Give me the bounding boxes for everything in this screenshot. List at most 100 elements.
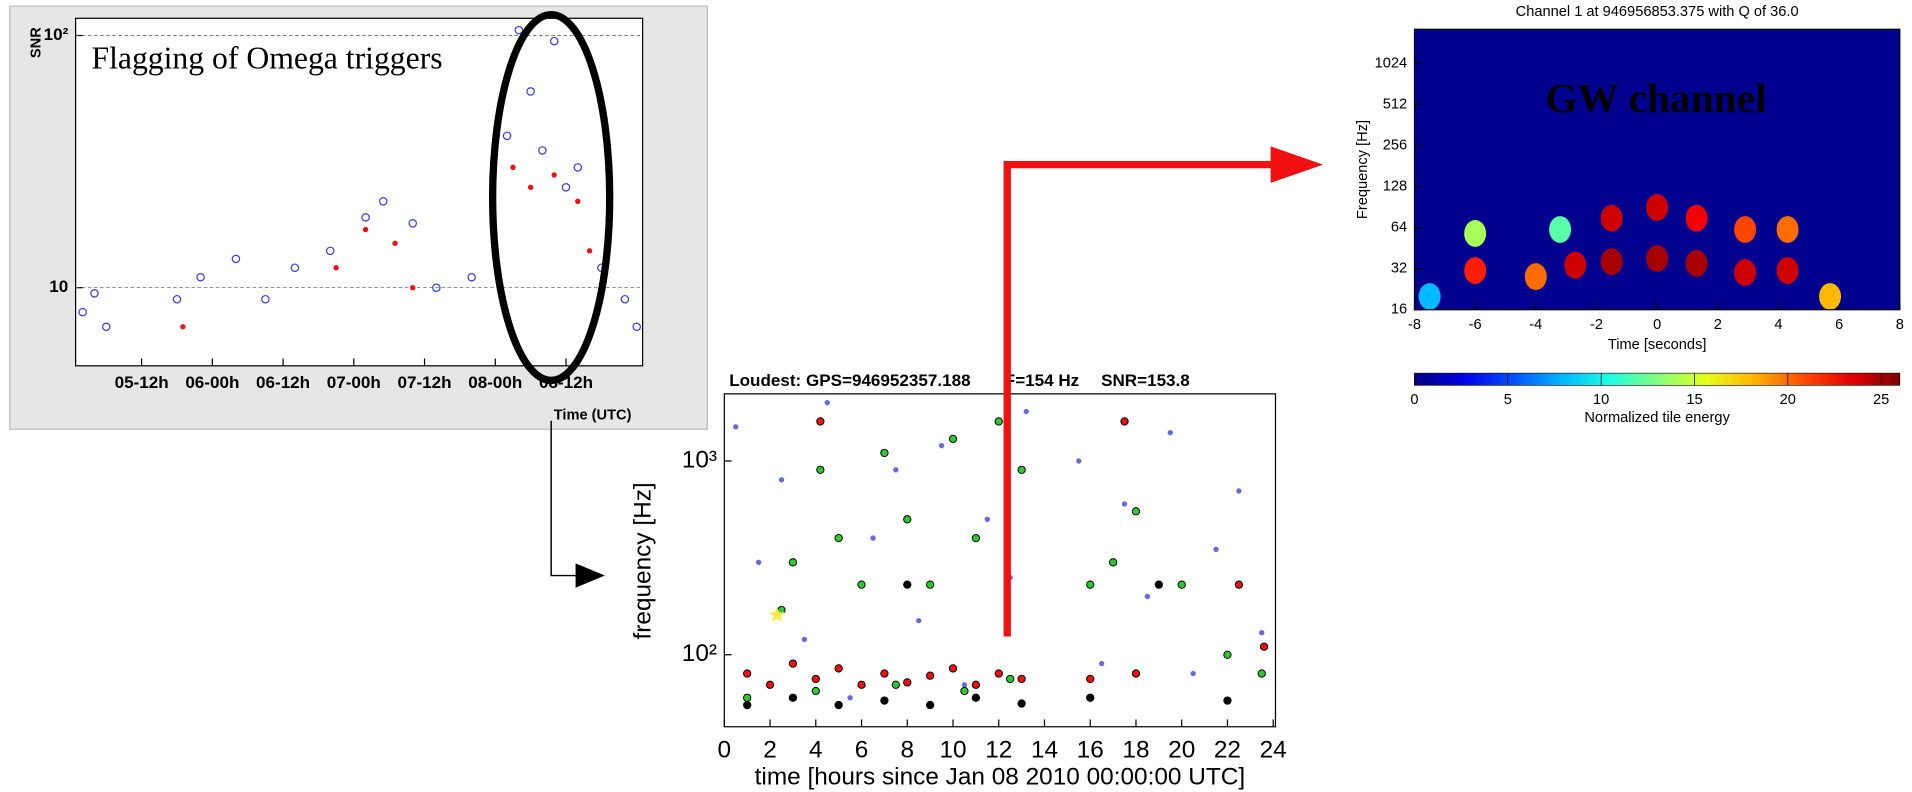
point [101, 322, 111, 332]
y-tick-label: 16 [1391, 302, 1407, 318]
colorbar-tick-label: 5 [1504, 392, 1512, 408]
x-tick-label: 12 [985, 737, 1012, 764]
tile [1685, 204, 1708, 232]
arrow-line [1003, 160, 1281, 637]
x-tick-label: 0 [718, 737, 732, 764]
tile [1819, 283, 1842, 310]
chart-title: Loudest: GPS=946952357.188 [729, 371, 970, 390]
point [743, 693, 752, 702]
point [1017, 674, 1026, 684]
tile [1776, 257, 1799, 284]
y-tick-label: 1024 [1375, 55, 1408, 71]
x-tick-label: 16 [1077, 737, 1104, 764]
point [527, 184, 534, 191]
point [549, 36, 559, 46]
point [573, 163, 583, 172]
x-tick-label: 22 [1214, 737, 1241, 764]
point [925, 671, 935, 680]
point [1154, 580, 1163, 589]
point [788, 558, 798, 567]
point [755, 559, 762, 565]
x-tick-label: 2 [763, 737, 777, 764]
x-tick-label: 6 [1835, 317, 1843, 333]
y-axis-label: Frequency [Hz] [1355, 120, 1371, 219]
y-tick-label: 10² [682, 640, 717, 667]
point [290, 263, 300, 272]
point [1177, 580, 1186, 589]
point [620, 294, 630, 304]
arrow-head [575, 563, 605, 588]
point [903, 515, 912, 524]
point [834, 700, 843, 710]
point [847, 695, 853, 701]
point [1234, 580, 1244, 589]
point [1236, 488, 1242, 494]
point [1006, 674, 1015, 684]
tile [1734, 216, 1757, 243]
x-tick-label: -8 [1408, 317, 1421, 333]
point [816, 465, 825, 474]
x-tick-label: 14 [1031, 737, 1058, 764]
point [768, 606, 786, 623]
point [811, 674, 820, 684]
x-tick-label: 07-12h [398, 373, 452, 392]
point [196, 272, 205, 282]
point [880, 696, 889, 705]
point [801, 636, 808, 643]
annotation: GW channel [1545, 75, 1766, 121]
y-axis-label: SNR [28, 27, 44, 58]
tile [1464, 257, 1487, 284]
point [961, 682, 968, 688]
point [880, 669, 889, 678]
point [180, 324, 186, 330]
point [361, 213, 370, 222]
point [1259, 629, 1265, 636]
x-tick-label: 6 [855, 737, 869, 764]
point [1086, 693, 1095, 702]
x-tick-label: 20 [1168, 737, 1195, 764]
x-tick-label: 8 [1896, 317, 1904, 333]
point [938, 442, 945, 449]
point [467, 272, 476, 282]
point [561, 183, 571, 192]
tile [1646, 194, 1669, 221]
y-tick-label: 64 [1391, 219, 1407, 235]
plot-frame [1413, 28, 1901, 311]
point [834, 533, 843, 543]
point [788, 693, 798, 702]
colorbar-tick-label: 0 [1410, 392, 1418, 408]
colorbar-tick-label: 10 [1593, 392, 1609, 408]
x-tick-label: 18 [1122, 737, 1149, 764]
y-tick-label: 256 [1383, 137, 1407, 153]
x-axis-label: Time (UTC) [554, 408, 632, 424]
colorbar-tick-label: 15 [1686, 392, 1702, 408]
point [379, 197, 388, 206]
x-tick-label: 4 [809, 737, 823, 764]
tile [1524, 263, 1547, 290]
point [834, 664, 843, 673]
point [788, 659, 798, 668]
point [743, 700, 752, 710]
y-tick-label: 512 [1383, 96, 1407, 112]
x-tick-label: -6 [1469, 317, 1482, 333]
x-tick-label: 0 [1653, 317, 1661, 333]
arrow-head [1270, 146, 1324, 183]
point [1086, 580, 1095, 589]
point [172, 294, 182, 304]
point [575, 198, 581, 205]
colorbar-tick-label: 20 [1780, 392, 1796, 408]
point [816, 417, 825, 426]
colorbar-tick-label: 25 [1873, 392, 1889, 408]
point [1121, 501, 1128, 507]
x-tick-label: 05-12h [115, 373, 169, 392]
point [261, 294, 270, 304]
point [392, 240, 398, 246]
point [857, 580, 866, 589]
point [410, 285, 416, 291]
x-tick-label: 8 [900, 737, 914, 764]
point [78, 307, 87, 317]
point [1023, 408, 1029, 415]
point [514, 25, 524, 35]
x-tick-label: 06-12h [256, 373, 310, 392]
point [1131, 507, 1141, 516]
